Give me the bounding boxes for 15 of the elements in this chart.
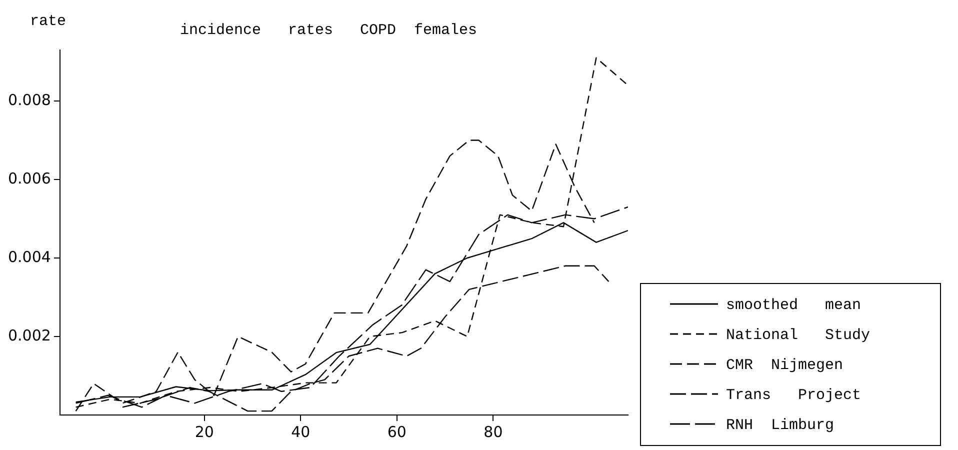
y-tick-label: 0.004 [8, 248, 51, 266]
y-tick-label: 0.002 [8, 326, 51, 344]
y-tick-label: 0.008 [8, 90, 51, 109]
legend-label: Trans Project [726, 387, 862, 404]
y-tick-label: 0.006 [8, 169, 51, 188]
legend-label: CMR Nijmegen [726, 357, 844, 374]
legend-label: smoothed mean [726, 297, 862, 314]
x-tick-label: 60 [387, 422, 406, 441]
legend-label: RNH Limburg [726, 417, 834, 434]
y-axis-title: rate [30, 13, 66, 30]
x-tick-label: 80 [484, 422, 503, 441]
legend-label: National Study [726, 327, 870, 344]
x-tick-label: 20 [194, 422, 214, 441]
x-tick-label: 40 [291, 422, 310, 441]
chart-title: incidence rates COPD females [180, 22, 478, 39]
